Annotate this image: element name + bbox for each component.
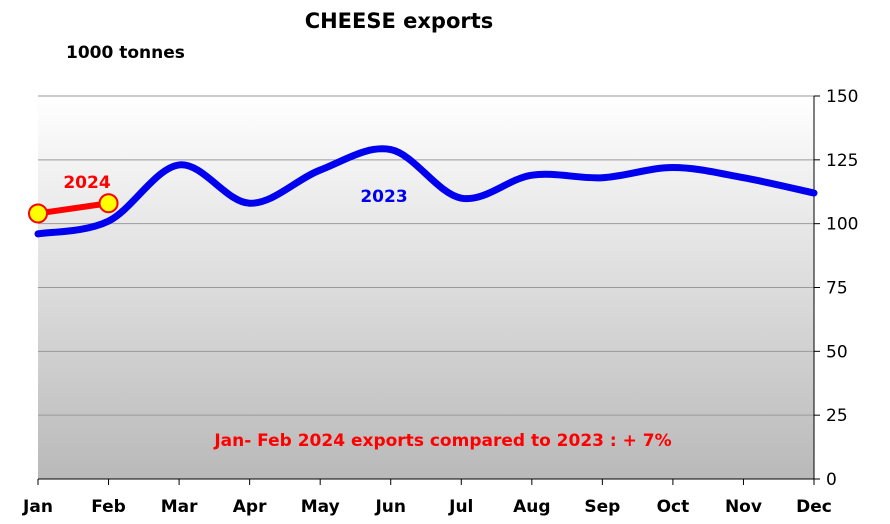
data-point-2024-jan bbox=[28, 203, 48, 224]
series-lines bbox=[34, 145, 818, 238]
x-tick-label-nov: Nov bbox=[725, 497, 762, 517]
gridlines bbox=[38, 95, 814, 416]
y-tick-label-75: 75 bbox=[826, 279, 848, 299]
x-tick-label-aug: Aug bbox=[513, 497, 550, 517]
data-markers bbox=[28, 193, 119, 224]
x-tick-label-jun: Jun bbox=[374, 497, 406, 517]
x-tick-label-sep: Sep bbox=[584, 497, 620, 517]
series-line-2024 bbox=[35, 200, 112, 217]
axes: 0 25 50 75 100 125 150 Jan Feb Mar Apr May Jun Jul Aug… bbox=[22, 87, 858, 517]
y-tick-label-150: 150 bbox=[826, 87, 858, 107]
y-tick-label-0: 0 bbox=[826, 470, 837, 490]
x-tick-label-jan: Jan bbox=[22, 497, 53, 517]
comparison-note: Jan- Feb 2024 exports compared to 2023 :… bbox=[213, 431, 671, 451]
x-tick-label-jul: Jul bbox=[448, 497, 473, 517]
x-tick-label-may: May bbox=[301, 497, 340, 517]
x-tick-label-feb: Feb bbox=[91, 497, 126, 517]
series-label-2023: 2023 bbox=[360, 187, 407, 207]
series-line-2023 bbox=[34, 145, 818, 238]
y-tick-label-50: 50 bbox=[826, 342, 848, 362]
series-label-2024: 2024 bbox=[63, 173, 110, 193]
unit-label: 1000 tonnes bbox=[66, 43, 185, 63]
y-tick-label-125: 125 bbox=[826, 151, 858, 171]
x-tick-label-apr: Apr bbox=[233, 497, 267, 517]
x-tick-label-oct: Oct bbox=[657, 497, 690, 517]
y-tick-label-100: 100 bbox=[826, 215, 858, 235]
chart-title: CHEESE exports bbox=[305, 9, 494, 33]
y-tick-label-25: 25 bbox=[826, 406, 848, 426]
x-tick-label-dec: Dec bbox=[796, 497, 832, 517]
x-tick-label-mar: Mar bbox=[161, 497, 198, 517]
data-point-2024-feb bbox=[98, 193, 119, 214]
